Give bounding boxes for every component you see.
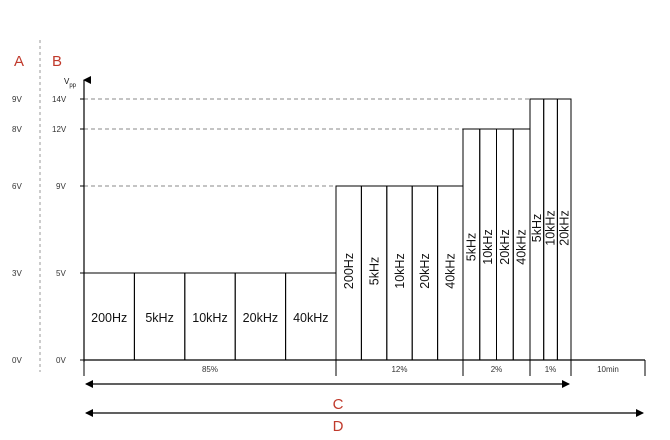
block-14v-label-2: 10kHz <box>544 210 558 245</box>
block-5v-label-3: 10kHz <box>192 311 227 325</box>
column-label-a: A <box>14 53 24 70</box>
block-12v-label-3: 20kHz <box>498 229 512 264</box>
segment-label-1: 85% <box>202 365 218 374</box>
column-label-b: B <box>52 53 62 70</box>
block-9v-label-4: 20kHz <box>418 253 432 288</box>
block-5v-label-2: 5kHz <box>145 311 173 325</box>
segment-label-4: 1% <box>545 365 557 374</box>
segment-label-3: 2% <box>491 365 503 374</box>
block-5v-label-1: 200Hz <box>91 311 127 325</box>
segment-label-5: 10min <box>597 365 619 374</box>
group-12v: 5kHz 10kHz 20kHz 40kHz <box>462 128 531 361</box>
block-9v-label-5: 40kHz <box>444 253 458 288</box>
tick-b-5: 0V <box>56 356 66 365</box>
tick-a-4: 3V <box>12 269 22 278</box>
tick-b-3: 9V <box>56 182 66 191</box>
tick-a-1: 9V <box>12 95 22 104</box>
tick-b-4: 5V <box>56 269 66 278</box>
group-14v: 5kHz 10kHz 20kHz <box>529 98 572 361</box>
block-14v-label-3: 20kHz <box>557 210 571 245</box>
block-12v-label-2: 10kHz <box>481 229 495 264</box>
tick-a-3: 6V <box>12 182 22 191</box>
block-14v-label-1: 5kHz <box>530 214 544 242</box>
block-9v-label-3: 10kHz <box>393 253 407 288</box>
span-label-d: D <box>333 418 344 435</box>
block-9v-label-2: 5kHz <box>367 257 381 285</box>
tick-b-2: 12V <box>52 125 67 134</box>
tick-b-1: 14V <box>52 95 67 104</box>
span-label-c: C <box>333 396 344 413</box>
segment-label-2: 12% <box>391 365 407 374</box>
block-12v-label-4: 40kHz <box>515 229 529 264</box>
group-9v: 200Hz 5kHz 10kHz 20kHz 40kHz <box>335 185 464 361</box>
y-axis-label: Vpp <box>64 77 77 89</box>
block-5v-label-5: 40kHz <box>293 311 328 325</box>
tick-a-2: 8V <box>12 125 22 134</box>
tick-a-5: 0V <box>12 356 22 365</box>
block-14v-3 <box>556 98 572 361</box>
block-9v-label-1: 200Hz <box>342 253 356 289</box>
block-12v-label-1: 5kHz <box>464 233 478 261</box>
group-5v: 200Hz 5kHz 10kHz 20kHz 40kHz <box>83 272 337 361</box>
block-5v-label-4: 20kHz <box>243 311 278 325</box>
